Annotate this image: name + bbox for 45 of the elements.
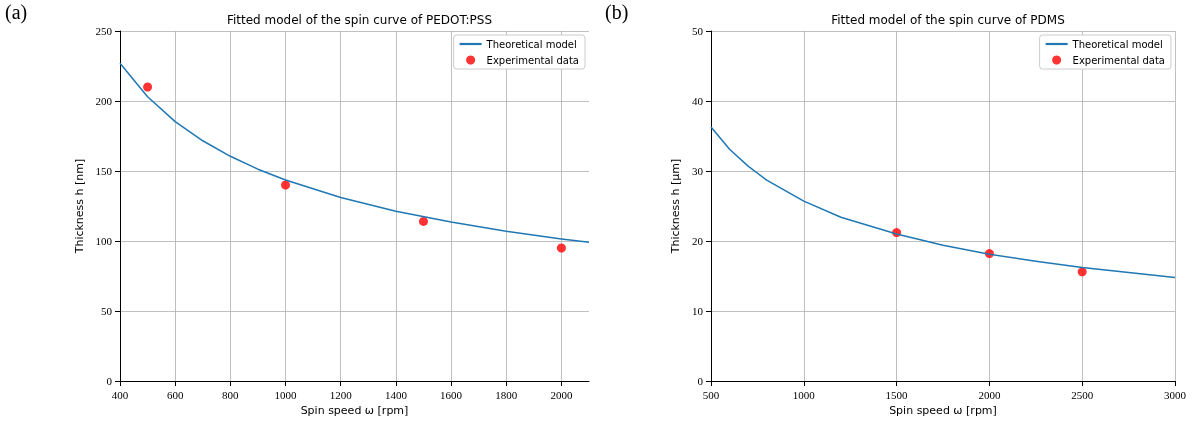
- x-tick-label: 2500: [1071, 388, 1094, 401]
- x-tick-label: 1800: [495, 388, 518, 401]
- y-tick-label: 250: [95, 25, 113, 37]
- chart-title: Fitted model of the spin curve of PDMS: [831, 13, 1065, 27]
- point: [1077, 267, 1087, 277]
- text: (a): [5, 1, 28, 24]
- x-tick-label: 1600: [440, 388, 463, 401]
- x-tick-label: 2000: [550, 388, 573, 401]
- y-tick-label: 50: [692, 25, 704, 37]
- line-series: [710, 126, 1176, 279]
- point: [281, 180, 291, 190]
- point: [143, 82, 153, 92]
- x-tick-label: 1000: [792, 388, 816, 401]
- y-axis-title: Thickness h [nm]: [72, 158, 86, 255]
- x-tick-label: 3000: [1164, 388, 1187, 401]
- y-tick-label: 0: [106, 375, 113, 387]
- y-tick-label: 30: [692, 165, 704, 177]
- y-axis-title: Thickness h [μm]: [669, 158, 682, 255]
- y-tick-label: 20: [692, 235, 704, 247]
- y-tick-label: 100: [95, 235, 113, 247]
- legend-label: Experimental data: [486, 54, 579, 66]
- point: [418, 216, 428, 226]
- x-tick-label: 600: [166, 388, 184, 401]
- x-tick-label: 500: [702, 388, 720, 401]
- y-tick-label: 150: [95, 165, 113, 177]
- legend-label: Experimental data: [1072, 54, 1165, 66]
- x-tick-label: 2000: [978, 388, 1001, 401]
- y-tick-label: 10: [692, 305, 704, 317]
- y-tick-label: 40: [692, 95, 704, 107]
- x-axis-title: Spin speed ω [rpm]: [889, 403, 997, 417]
- text: (b): [605, 1, 629, 24]
- x-tick-label: 1400: [384, 388, 408, 401]
- legend-label: Theoretical model: [485, 38, 577, 50]
- point: [556, 243, 566, 253]
- x-tick-label: 1000: [274, 388, 298, 401]
- x-axis-title: Spin speed ω [rpm]: [300, 403, 409, 417]
- x-tick-label: 400: [111, 388, 129, 401]
- chart-title: Fitted model of the spin curve of PEDOT:PSS: [226, 13, 493, 27]
- x-tick-label: 1500: [885, 388, 909, 401]
- x-tick-label: 1200: [329, 388, 353, 401]
- legend-label: Theoretical model: [1071, 38, 1163, 50]
- y-tick-label: 0: [697, 375, 704, 387]
- y-tick-label: 50: [101, 305, 113, 317]
- x-tick-label: 800: [222, 388, 240, 401]
- y-tick-label: 200: [95, 95, 113, 107]
